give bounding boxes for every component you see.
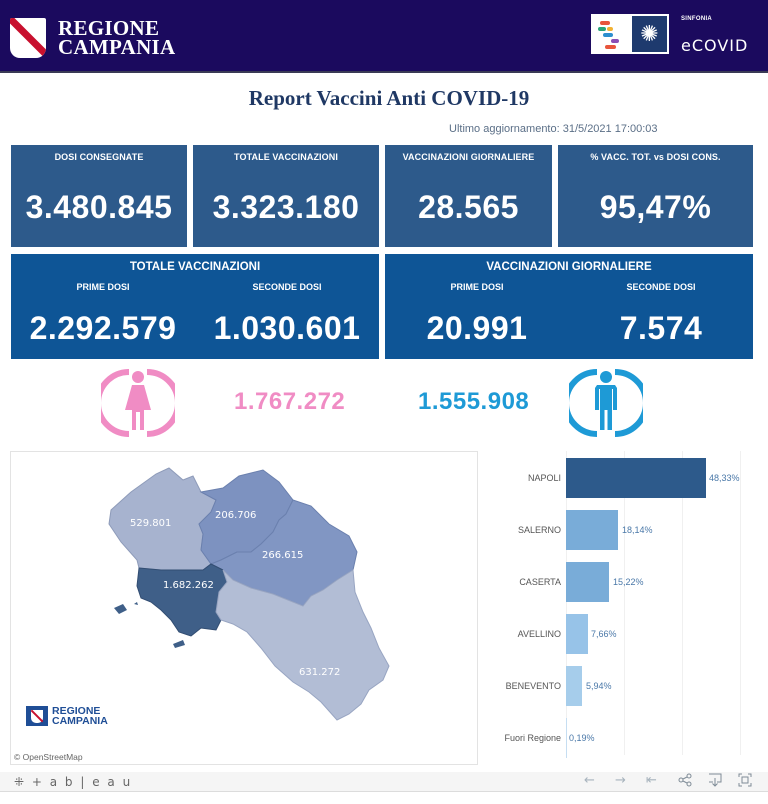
panel-title: TOTALE VACCINAZIONI bbox=[129, 261, 261, 273]
bar[interactable] bbox=[566, 510, 618, 550]
bar[interactable] bbox=[566, 562, 609, 602]
kpi-label: DOSI CONSEGNATE bbox=[54, 152, 144, 162]
bar-row-avellino[interactable]: AVELLINO 7,66% bbox=[480, 614, 768, 654]
kpi-totale-vaccinazioni: TOTALE VACCINAZIONI 3.323.180 bbox=[193, 145, 379, 247]
bar-row-caserta[interactable]: CASERTA 15,22% bbox=[480, 562, 768, 602]
female-icon bbox=[101, 369, 175, 437]
sinfonia-label: SINFONIA bbox=[681, 16, 713, 22]
bar-label: NAPOLI bbox=[527, 473, 561, 483]
bar[interactable] bbox=[566, 666, 582, 706]
campania-map[interactable]: 529.801 206.706 266.615 1.682.262 631.27… bbox=[10, 451, 478, 765]
label-caserta: 529.801 bbox=[130, 518, 171, 529]
kpi-label: TOTALE VACCINAZIONI bbox=[234, 152, 338, 162]
bar-label: CASERTA bbox=[519, 577, 561, 587]
prime-dosi-value: 20.991 bbox=[426, 310, 528, 346]
map-logo-line-2: CAMPANIA bbox=[52, 715, 108, 727]
kpi-label: VACCINAZIONI GIORNALIERE bbox=[402, 152, 535, 162]
label-benevento: 206.706 bbox=[215, 510, 256, 521]
seconde-dosi-label: SECONDE DOSI bbox=[626, 282, 696, 292]
tableau-brand: + a b | e a u bbox=[31, 775, 133, 789]
virus-icon: ✺ bbox=[630, 14, 669, 54]
bar[interactable] bbox=[566, 718, 567, 758]
tableau-logo[interactable]: ⁜ + a b | e a u bbox=[14, 775, 132, 789]
share-button[interactable] bbox=[678, 773, 692, 791]
province-bar-chart: NAPOLI 48,33% SALERNO 18,14% CASERTA 15,… bbox=[480, 451, 768, 765]
region-napoli[interactable] bbox=[136, 563, 228, 637]
openstreetmap-attribution[interactable]: © OpenStreetMap bbox=[14, 752, 83, 762]
download-icon bbox=[709, 773, 722, 787]
label-salerno: 631.272 bbox=[299, 667, 340, 678]
kpi-value: 3.480.845 bbox=[25, 189, 173, 225]
map-logo-line-1: REGIONE bbox=[52, 705, 101, 717]
bar-row-napoli[interactable]: NAPOLI 48,33% bbox=[480, 458, 768, 498]
undo-button[interactable]: ← bbox=[584, 773, 595, 788]
last-updated: Ultimo aggiornamento: 31/5/2021 17:00:03 bbox=[449, 123, 658, 135]
fullscreen-icon bbox=[738, 773, 752, 787]
panel-title: VACCINAZIONI GIORNALIERE bbox=[486, 261, 652, 273]
bar-row-salerno[interactable]: SALERNO 18,14% bbox=[480, 510, 768, 550]
male-vaccinated-count: 1.555.908 bbox=[418, 388, 530, 415]
sinfonia-ecovid-logo: ✺ SINFONIA eCOVID bbox=[591, 14, 748, 55]
region-salerno[interactable] bbox=[215, 569, 390, 721]
bar-value: 48,33% bbox=[709, 473, 740, 483]
seconde-dosi-column: SECONDE DOSI 1.030.601 bbox=[195, 254, 379, 347]
revert-button[interactable]: ⇤ bbox=[646, 773, 657, 788]
tableau-toolbar: ⁜ + a b | e a u ← → ⇤ bbox=[0, 772, 768, 792]
share-icon bbox=[678, 773, 692, 787]
seconde-dosi-label: SECONDE DOSI bbox=[252, 282, 322, 292]
download-button[interactable] bbox=[708, 773, 722, 791]
bar-label: SALERNO bbox=[517, 525, 561, 535]
kpi-value: 95,47% bbox=[599, 189, 712, 225]
kpi-dosi-consegnate: DOSI CONSEGNATE 3.480.845 bbox=[11, 145, 187, 247]
seconde-dosi-value: 7.574 bbox=[619, 310, 703, 346]
logo-line-1: REGIONE bbox=[58, 16, 160, 40]
logo-line-2: CAMPANIA bbox=[58, 35, 176, 59]
bar[interactable] bbox=[566, 614, 588, 654]
redo-button[interactable]: → bbox=[615, 773, 626, 788]
prime-dosi-label: PRIME DOSI bbox=[76, 282, 130, 292]
page-title: Report Vaccini Anti COVID-19 bbox=[248, 86, 530, 110]
vaccinazioni-giornaliere-panel: VACCINAZIONI GIORNALIERE PRIME DOSI 20.9… bbox=[385, 254, 753, 359]
bar-row-benevento[interactable]: BENEVENTO 5,94% bbox=[480, 666, 768, 706]
bar[interactable] bbox=[566, 458, 706, 498]
prime-dosi-label: PRIME DOSI bbox=[450, 282, 504, 292]
bar-row-fuori-regione[interactable]: Fuori Regione 0,19% bbox=[480, 718, 768, 758]
label-napoli: 1.682.262 bbox=[163, 580, 214, 591]
ecovid-label: eCOVID bbox=[681, 36, 749, 55]
seconde-dosi-value: 1.030.601 bbox=[213, 310, 361, 346]
bar-value: 7,66% bbox=[591, 629, 617, 639]
kpi-value: 28.565 bbox=[418, 189, 519, 225]
prime-dosi-column: PRIME DOSI 2.292.579 bbox=[11, 254, 195, 347]
bar-label: AVELLINO bbox=[517, 629, 561, 639]
regione-campania-map-logo: REGIONE CAMPANIA bbox=[26, 706, 108, 726]
bar-value: 0,19% bbox=[569, 733, 595, 743]
kpi-vaccinazioni-giornaliere: VACCINAZIONI GIORNALIERE 28.565 bbox=[385, 145, 552, 247]
kpi-percent-vacc-vs-dosi: % VACC. TOT. vs DOSI CONS. 95,47% bbox=[558, 145, 753, 247]
seconde-dosi-column: SECONDE DOSI 7.574 bbox=[569, 254, 753, 347]
regione-campania-logo: REGIONE CAMPANIA bbox=[10, 18, 176, 58]
male-icon bbox=[569, 369, 643, 437]
campania-shield-icon bbox=[26, 706, 48, 726]
fullscreen-button[interactable] bbox=[738, 773, 752, 791]
campania-shield-icon bbox=[10, 18, 46, 58]
kpi-value: 3.323.180 bbox=[212, 189, 360, 225]
bar-label: BENEVENTO bbox=[505, 681, 561, 691]
prime-dosi-column: PRIME DOSI 20.991 bbox=[385, 254, 569, 347]
totale-vaccinazioni-panel: TOTALE VACCINAZIONI PRIME DOSI 2.292.579… bbox=[11, 254, 379, 359]
bar-value: 18,14% bbox=[622, 525, 653, 535]
prime-dosi-value: 2.292.579 bbox=[29, 310, 177, 346]
kpi-label: % VACC. TOT. vs DOSI CONS. bbox=[590, 152, 721, 162]
tableau-asterisk-icon: ⁜ bbox=[14, 775, 27, 789]
bar-value: 15,22% bbox=[613, 577, 644, 587]
logo-text: REGIONE CAMPANIA bbox=[58, 16, 176, 59]
sinfonia-mark-icon bbox=[591, 14, 630, 54]
label-avellino: 266.615 bbox=[262, 550, 303, 561]
bar-label: Fuori Regione bbox=[504, 733, 561, 743]
bar-value: 5,94% bbox=[586, 681, 612, 691]
female-vaccinated-count: 1.767.272 bbox=[234, 388, 346, 415]
header-band: REGIONE CAMPANIA ✺ SINFONIA eCOVID bbox=[0, 0, 768, 73]
